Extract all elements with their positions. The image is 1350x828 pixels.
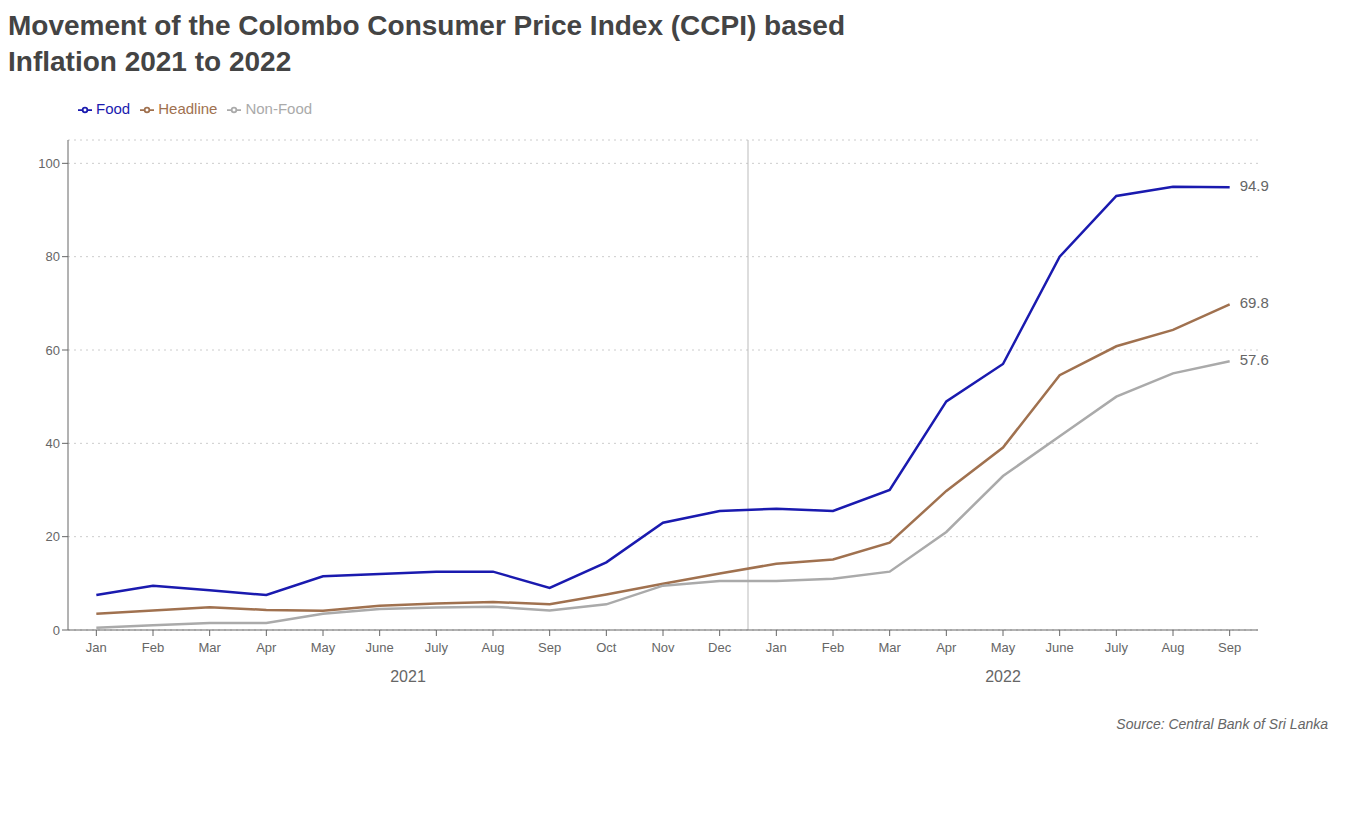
svg-text:Apr: Apr <box>936 640 957 655</box>
svg-text:Oct: Oct <box>596 640 617 655</box>
svg-text:Sep: Sep <box>1218 640 1241 655</box>
html-text:Headline: Headline <box>158 100 218 117</box>
svg-text:Jan: Jan <box>766 640 787 655</box>
svg-text:Feb: Feb <box>142 640 164 655</box>
svg-text:Mar: Mar <box>878 640 901 655</box>
svg-text:69.8: 69.8 <box>1240 294 1269 311</box>
svg-text:Jan: Jan <box>86 640 107 655</box>
svg-text:100: 100 <box>38 156 60 171</box>
svg-text:Aug: Aug <box>481 640 504 655</box>
svg-text:Apr: Apr <box>256 640 277 655</box>
svg-text:57.6: 57.6 <box>1240 351 1269 368</box>
svg-text:2022: 2022 <box>985 668 1021 685</box>
svg-text:May: May <box>991 640 1016 655</box>
svg-text:Mar: Mar <box>198 640 221 655</box>
svg-text:20: 20 <box>46 529 60 544</box>
html-text:Inflation 2021 to 2022: Inflation 2021 to 2022 <box>8 46 292 77</box>
svg-text:June: June <box>366 640 394 655</box>
svg-text:Feb: Feb <box>822 640 844 655</box>
svg-text:July: July <box>425 640 449 655</box>
svg-text:94.9: 94.9 <box>1240 177 1269 194</box>
svg-text:June: June <box>1046 640 1074 655</box>
svg-text:40: 40 <box>46 436 60 451</box>
svg-text:0: 0 <box>53 623 60 638</box>
svg-text:Sep: Sep <box>538 640 561 655</box>
svg-text:Aug: Aug <box>1161 640 1184 655</box>
html-text:Non-Food: Non-Food <box>245 100 313 117</box>
svg-text:Nov: Nov <box>651 640 675 655</box>
html-text:Movement of the Colombo Consum: Movement of the Colombo Consumer Price I… <box>8 10 845 41</box>
svg-text:July: July <box>1105 640 1129 655</box>
svg-text:60: 60 <box>46 343 60 358</box>
svg-text:Dec: Dec <box>708 640 732 655</box>
html-text:Food: Food <box>96 100 131 117</box>
html-text:Source: Central Bank of Sri La: Source: Central Bank of Sri Lanka <box>1116 716 1328 732</box>
svg-text:2021: 2021 <box>390 668 426 685</box>
svg-text:80: 80 <box>46 249 60 264</box>
svg-text:May: May <box>311 640 336 655</box>
